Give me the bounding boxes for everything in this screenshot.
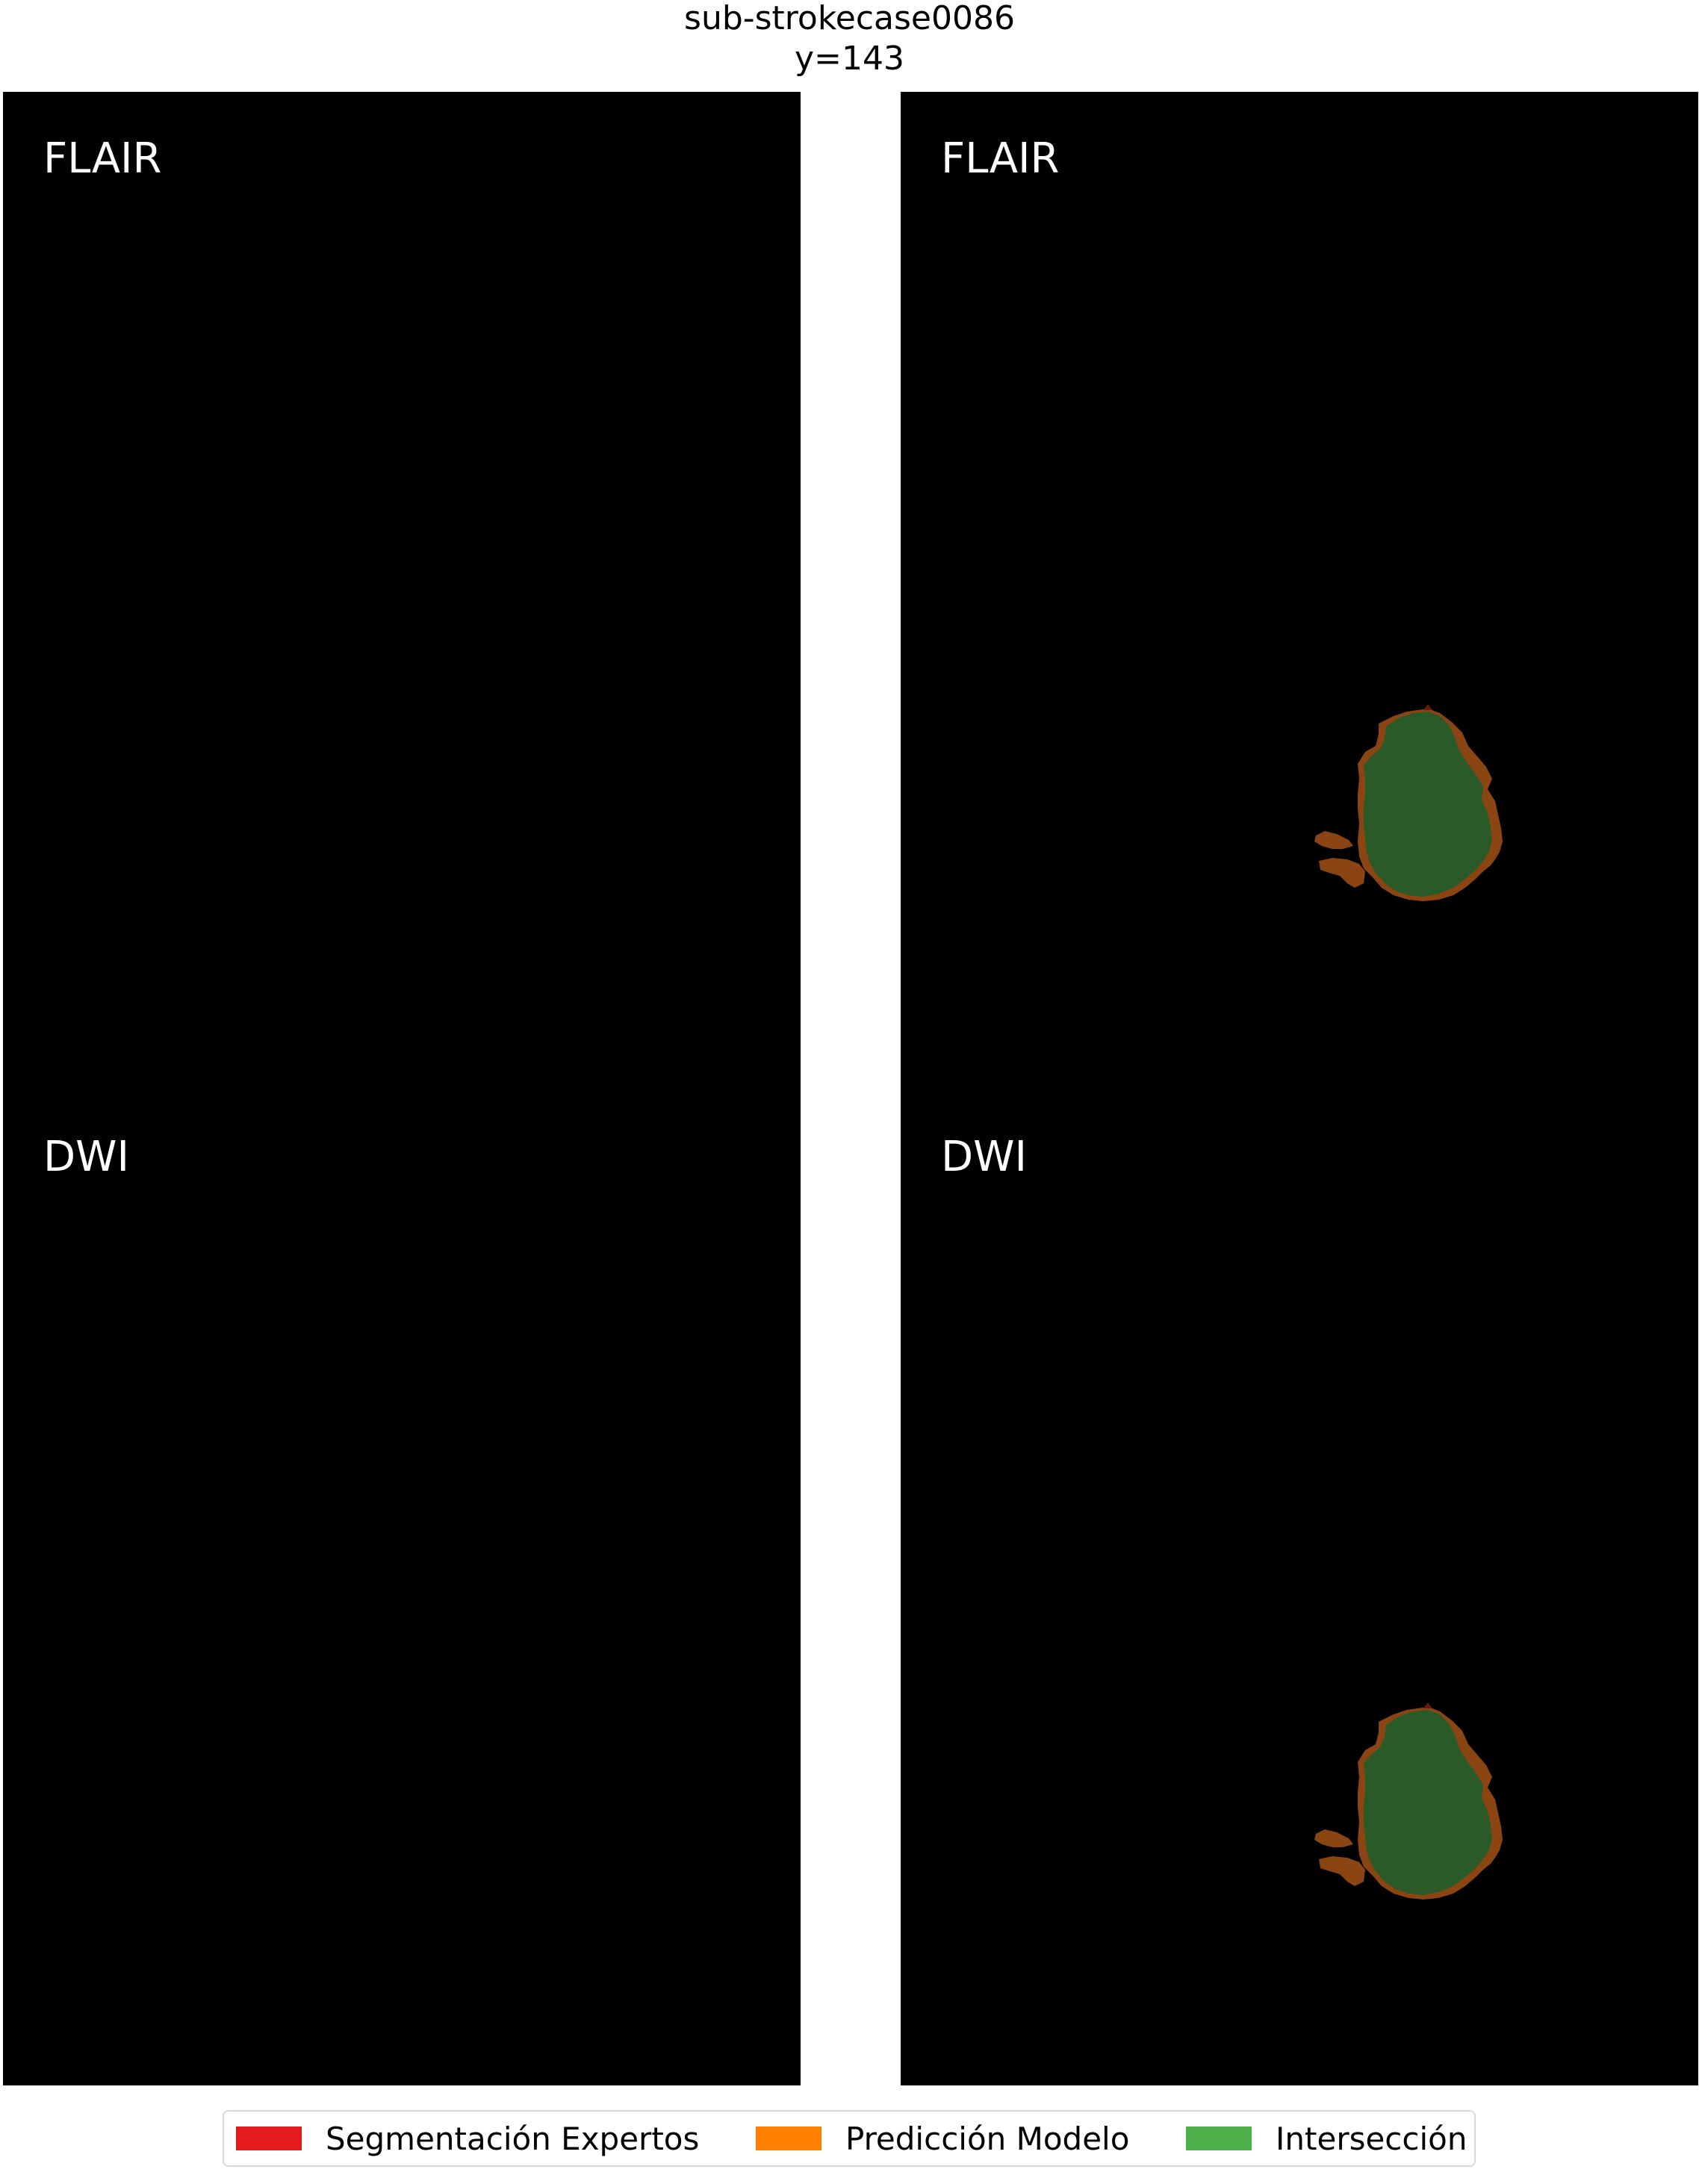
figure-subtitle: y=143 [795,40,904,78]
legend-label-prediction: Predicción Modelo [845,2120,1130,2157]
legend-item-intersection: Intersección [1186,2112,1467,2165]
legend-swatch-expert [236,2127,302,2150]
right-overlay-panel: FLAIR DWI [901,92,1698,2085]
dwi-lesion-overlay [1314,1702,1503,1900]
figure-title: sub-strokecase0086 [684,0,1015,37]
left-flair-label: FLAIR [43,134,162,183]
left-image-panel: FLAIR DWI [3,92,801,2085]
flair-lesion-overlay [1314,704,1503,901]
right-dwi-label: DWI [941,1133,1028,1181]
right-flair-label: FLAIR [941,134,1060,183]
legend-swatch-prediction [756,2127,821,2150]
lesion-overlay-svg [1314,704,1503,1900]
legend-item-prediction: Predicción Modelo [756,2112,1129,2165]
legend-label-expert: Segmentación Expertos [326,2120,700,2157]
legend: Segmentación Expertos Predicción Modelo … [223,2110,1476,2167]
legend-label-intersection: Intersección [1276,2120,1467,2157]
left-dwi-label: DWI [43,1133,130,1181]
legend-swatch-intersection [1186,2127,1252,2150]
legend-item-expert: Segmentación Expertos [236,2112,699,2165]
